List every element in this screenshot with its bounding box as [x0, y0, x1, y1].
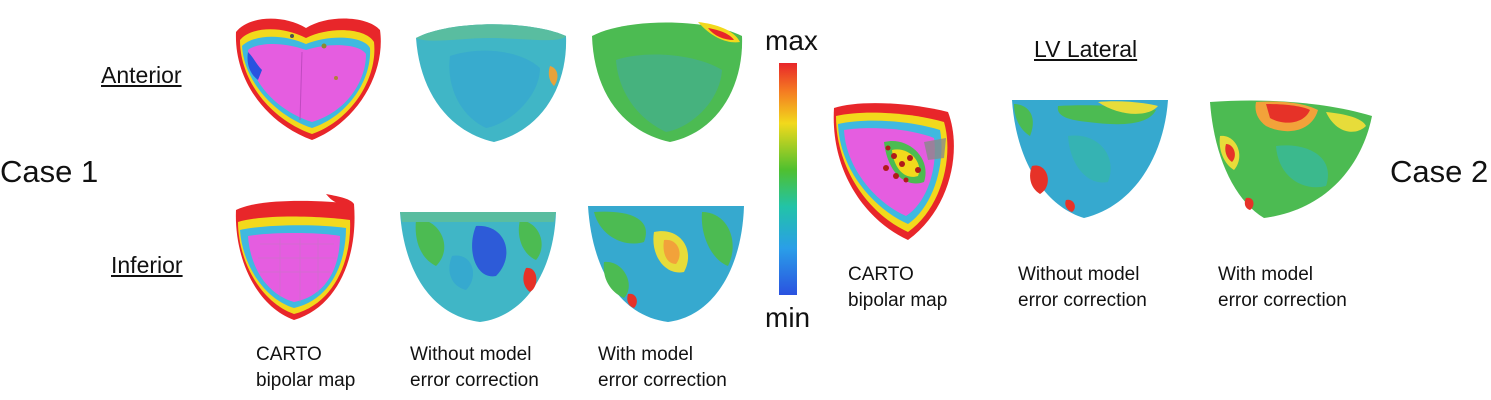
inferior-label: Inferior: [111, 252, 183, 278]
scale-min-label: min: [765, 302, 811, 333]
case2-caption-without: Without model error correction: [1018, 264, 1147, 311]
case1-caption-without: Without model error correction: [410, 344, 539, 391]
case2-caption-with: With model error correction: [1218, 264, 1347, 311]
case1-caption-carto: CARTO bipolar map: [256, 344, 356, 391]
case1-anterior-carto-map: [235, 18, 381, 140]
case1-inferior-carto-map: [235, 194, 355, 320]
case1-label: Case 1: [0, 154, 99, 189]
case2-with-map: [1210, 100, 1372, 218]
case1-caption-with: With model error correction: [598, 344, 727, 391]
case2-label: Case 2: [1390, 154, 1489, 189]
case1-inferior-with-map: [588, 206, 744, 322]
case2-caption-carto: CARTO bipolar map: [848, 264, 948, 311]
scale-max-label: max: [765, 25, 818, 56]
case2-carto-map: [833, 103, 954, 240]
anterior-label: Anterior: [101, 62, 182, 88]
case1-inferior-without-map: [400, 212, 556, 322]
case1-anterior-without-map: [416, 24, 567, 142]
case2-without-map: [1012, 100, 1168, 218]
color-scale-bar: [779, 63, 797, 295]
lv-lateral-label: LV Lateral: [1034, 36, 1138, 62]
case1-anterior-with-map: [592, 22, 743, 142]
